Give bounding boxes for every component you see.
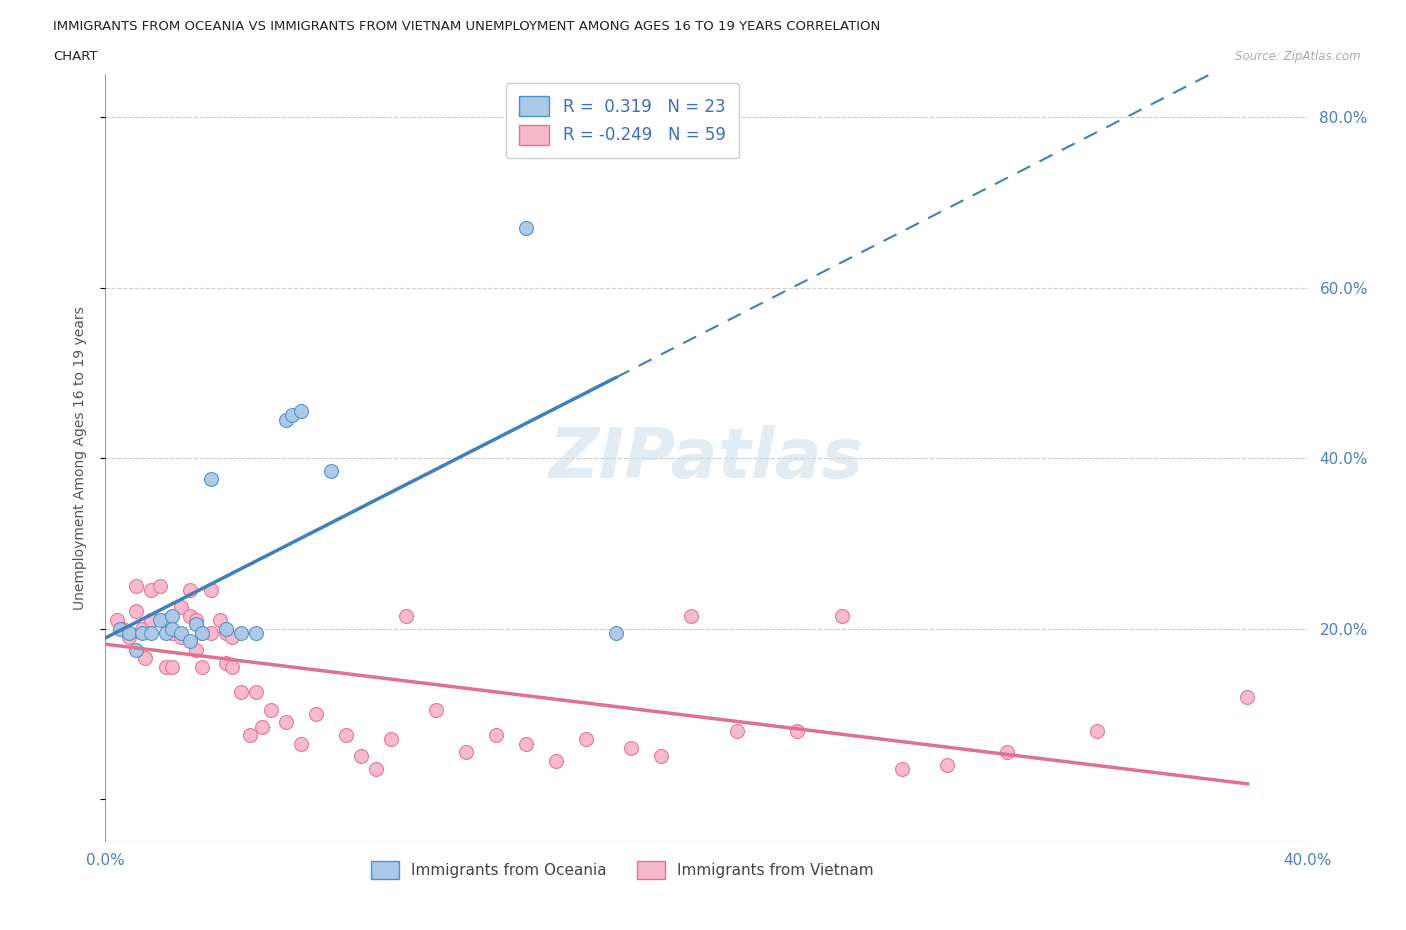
Point — [139, 583, 162, 598]
Point — [200, 472, 222, 486]
Point — [124, 578, 146, 593]
Point — [169, 625, 191, 640]
Point — [221, 659, 243, 674]
Point — [620, 740, 643, 755]
Point — [515, 737, 537, 751]
Point — [179, 583, 201, 598]
Point — [786, 724, 808, 738]
Point — [160, 621, 183, 636]
Point — [214, 625, 236, 640]
Point — [139, 625, 162, 640]
Point — [118, 630, 141, 644]
Point — [190, 625, 212, 640]
Point — [184, 617, 207, 631]
Point — [200, 625, 222, 640]
Point — [239, 727, 262, 742]
Point — [179, 634, 201, 649]
Point — [831, 608, 853, 623]
Point — [112, 621, 135, 636]
Point — [290, 737, 312, 751]
Point — [184, 643, 207, 658]
Point — [169, 600, 191, 615]
Point — [454, 745, 477, 760]
Point — [190, 625, 212, 640]
Point — [155, 613, 177, 628]
Point — [155, 659, 177, 674]
Point — [124, 604, 146, 619]
Point — [214, 656, 236, 671]
Point — [214, 621, 236, 636]
Point — [190, 659, 212, 674]
Point — [681, 608, 703, 623]
Point — [169, 630, 191, 644]
Point — [208, 613, 231, 628]
Legend: Immigrants from Oceania, Immigrants from Vietnam: Immigrants from Oceania, Immigrants from… — [359, 848, 886, 892]
Point — [281, 408, 304, 423]
Point — [110, 621, 132, 636]
Point — [107, 613, 129, 628]
Point — [131, 621, 153, 636]
Point — [1085, 724, 1108, 738]
Point — [274, 412, 297, 427]
Point — [425, 702, 447, 717]
Point — [546, 753, 568, 768]
Point — [575, 732, 598, 747]
Point — [245, 685, 267, 700]
Text: Source: ZipAtlas.com: Source: ZipAtlas.com — [1236, 50, 1361, 63]
Point — [995, 745, 1018, 760]
Y-axis label: Unemployment Among Ages 16 to 19 years: Unemployment Among Ages 16 to 19 years — [73, 306, 87, 610]
Point — [148, 578, 170, 593]
Point — [131, 625, 153, 640]
Point — [260, 702, 283, 717]
Point — [350, 749, 373, 764]
Point — [650, 749, 672, 764]
Point — [179, 608, 201, 623]
Point — [229, 625, 252, 640]
Text: IMMIGRANTS FROM OCEANIA VS IMMIGRANTS FROM VIETNAM UNEMPLOYMENT AMONG AGES 16 TO: IMMIGRANTS FROM OCEANIA VS IMMIGRANTS FR… — [53, 20, 880, 33]
Point — [485, 727, 508, 742]
Point — [605, 625, 627, 640]
Point — [335, 727, 357, 742]
Point — [364, 762, 387, 777]
Point — [1236, 689, 1258, 704]
Point — [139, 613, 162, 628]
Point — [274, 715, 297, 730]
Point — [229, 685, 252, 700]
Point — [380, 732, 402, 747]
Point — [250, 719, 273, 734]
Point — [725, 724, 748, 738]
Point — [319, 463, 342, 478]
Point — [160, 625, 183, 640]
Text: ZIPatlas: ZIPatlas — [548, 424, 865, 492]
Point — [124, 643, 146, 658]
Point — [184, 613, 207, 628]
Point — [395, 608, 418, 623]
Point — [290, 404, 312, 418]
Point — [936, 757, 959, 772]
Point — [221, 630, 243, 644]
Point — [118, 625, 141, 640]
Point — [305, 707, 328, 722]
Text: CHART: CHART — [53, 50, 98, 63]
Point — [160, 608, 183, 623]
Point — [155, 625, 177, 640]
Point — [200, 583, 222, 598]
Point — [160, 659, 183, 674]
Point — [148, 613, 170, 628]
Point — [890, 762, 912, 777]
Point — [245, 625, 267, 640]
Point — [515, 220, 537, 235]
Point — [134, 651, 156, 666]
